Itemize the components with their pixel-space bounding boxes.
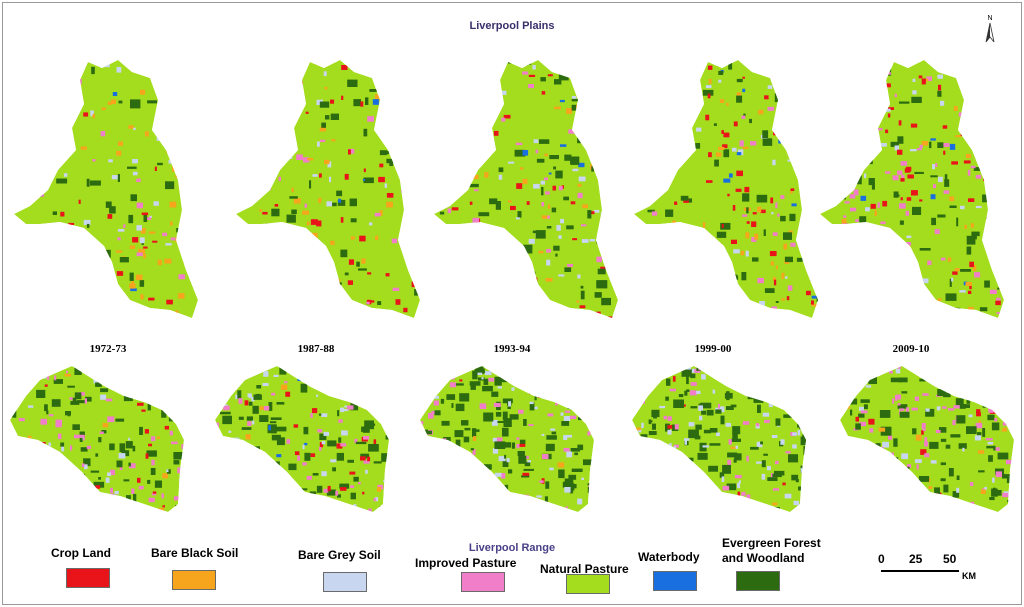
legend-swatch-bare-grey-soil [323,572,367,592]
plains-maps [14,60,1004,318]
north-arrow-icon: N [985,15,995,43]
legend-label-crop-land: Crop Land [51,546,111,560]
plains-map-2 [236,60,420,318]
legend-swatch-bare-black-soil [172,570,216,590]
year-label-1: 1972-73 [89,343,127,355]
range-map-3 [420,366,594,512]
year-label-4: 1999-00 [694,343,732,355]
scale-tick-50: 50 [943,552,957,566]
scale-tick-25: 25 [909,552,923,566]
legend-label-natural-pasture: Natural Pasture [540,562,629,576]
legend-swatch-natural-pasture [566,574,610,594]
range-map-5 [840,366,1014,512]
legend-label-bare-black-soil: Bare Black Soil [151,546,239,560]
year-label-2: 1987-88 [297,343,335,355]
plains-map-3 [434,60,618,318]
legend-swatch-crop-land [66,568,110,588]
scale-unit: KM [962,571,976,581]
legend-label-evergreen-forest: Evergreen Forest and Woodland [722,536,821,565]
legend-swatch-evergreen-forest [736,571,780,591]
range-maps [10,366,1014,512]
year-label-5: 2009-10 [892,343,930,355]
north-label: N [987,15,992,22]
plains-map-4 [634,60,818,318]
plains-title: Liverpool Plains [469,20,555,32]
legend-label-improved-pasture: Improved Pasture [415,556,517,570]
legend-label-waterbody: Waterbody [638,550,700,564]
range-map-4 [632,366,806,512]
scale-bar: 0 25 50 KM [876,552,986,592]
legend-swatch-improved-pasture [461,572,505,592]
year-label-3: 1993-94 [493,343,531,355]
range-map-1 [10,366,184,512]
scale-line [881,570,959,572]
scale-tick-0: 0 [878,552,885,566]
legend-label-bare-grey-soil: Bare Grey Soil [298,548,381,562]
plains-map-5 [820,60,1004,318]
plains-map-1 [14,60,198,318]
range-title: Liverpool Range [468,542,556,554]
range-map-2 [215,366,389,512]
legend-swatch-waterbody [653,571,697,591]
